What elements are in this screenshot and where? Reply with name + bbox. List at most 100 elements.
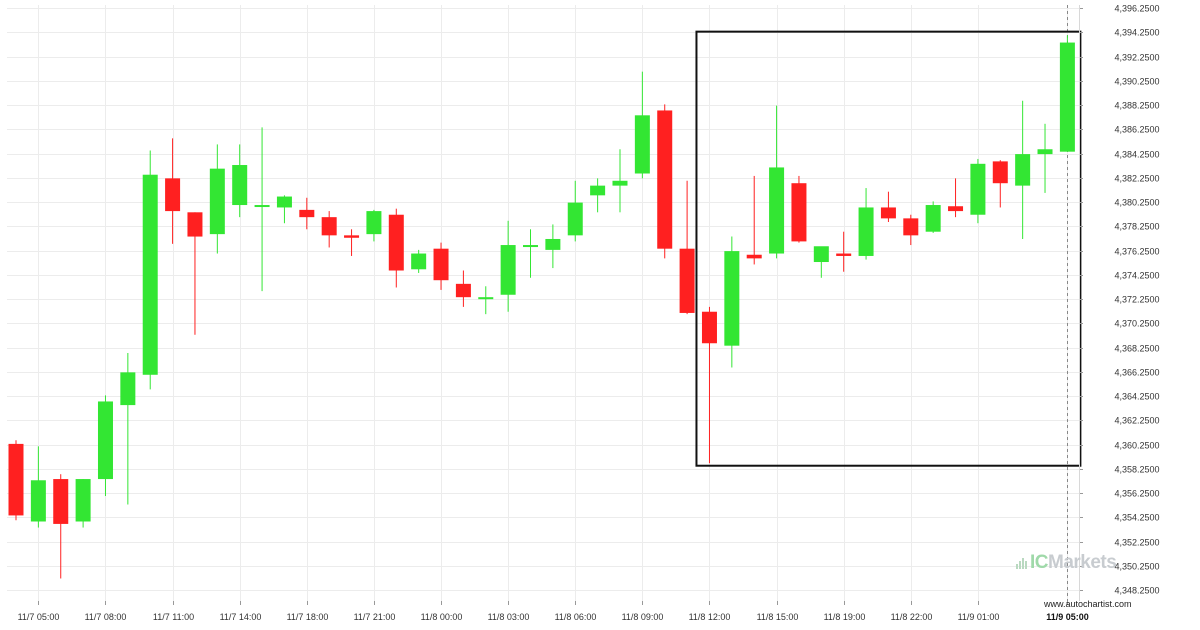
candle-body: [455, 283, 471, 298]
candle: [523, 229, 539, 278]
x-axis: 11/7 05:00 11/7 08:00 11/7 11:00 11/7 14:00…: [18, 601, 1089, 622]
candle: [254, 127, 270, 292]
y-tick-label: 4,380.2500: [1114, 198, 1159, 208]
candle: [120, 352, 136, 505]
candle-body: [75, 479, 91, 522]
candle: [567, 180, 583, 242]
x-tick-label: 11/7 11:00: [153, 612, 194, 622]
candle-body: [813, 246, 829, 263]
candle: [142, 150, 158, 390]
x-tick-label: 11/7 21:00: [354, 612, 396, 622]
candle-body: [366, 211, 382, 235]
y-tick-label: 4,378.2500: [1114, 222, 1159, 232]
y-tick-label: 4,362.2500: [1114, 416, 1159, 426]
candle: [53, 474, 69, 579]
candle: [746, 175, 762, 265]
candle: [1059, 35, 1075, 152]
candle-body: [1059, 42, 1075, 152]
candle: [545, 224, 561, 269]
candle-body: [746, 254, 762, 259]
x-tick-label: 11/8 12:00: [689, 612, 731, 622]
candle-body: [1015, 154, 1031, 186]
y-tick-label: 4,392.2500: [1114, 53, 1159, 63]
candle-body: [992, 161, 1008, 184]
candle: [344, 229, 360, 256]
y-tick-label: 4,386.2500: [1114, 125, 1159, 135]
candle: [970, 158, 986, 224]
y-tick-label: 4,368.2500: [1114, 344, 1159, 354]
x-tick-label: 11/7 05:00: [18, 612, 60, 622]
plot-background: [7, 5, 1079, 601]
candle: [657, 104, 673, 259]
candle: [388, 208, 404, 288]
x-tick-label: 11/9 01:00: [958, 612, 1000, 622]
candle-body: [165, 178, 181, 212]
candle: [701, 306, 717, 464]
y-tick-label: 4,356.2500: [1114, 489, 1159, 499]
candle-body: [590, 185, 606, 196]
y-tick-label: 4,360.2500: [1114, 441, 1159, 451]
candle-body: [500, 245, 516, 295]
candle: [903, 214, 919, 246]
candle: [612, 149, 628, 213]
candle: [590, 178, 606, 213]
candle-body: [701, 311, 717, 344]
candle: [30, 446, 46, 528]
broker-logo-icon: [1016, 557, 1027, 569]
y-tick-label: 4,358.2500: [1114, 465, 1159, 475]
candle-body: [433, 248, 449, 281]
candle: [366, 209, 382, 242]
broker-logo-markets: Markets: [1048, 552, 1117, 573]
y-tick-label: 4,352.2500: [1114, 538, 1159, 548]
candle: [478, 286, 494, 315]
candle-body: [948, 206, 964, 212]
y-axis: 4,348.2500 4,350.2500 4,352.2500 4,354.2500…: [1079, 4, 1160, 596]
candle: [836, 231, 852, 272]
x-tick-label: 11/8 19:00: [824, 612, 866, 622]
candle: [97, 395, 113, 497]
y-tick-label: 4,394.2500: [1114, 28, 1159, 38]
candle-body: [523, 245, 539, 248]
candle: [1015, 100, 1031, 239]
candle: [187, 212, 203, 335]
y-tick-label: 4,354.2500: [1114, 513, 1159, 523]
y-tick-label: 4,396.2500: [1114, 4, 1159, 14]
y-tick-label: 4,382.2500: [1114, 174, 1159, 184]
candle-body: [411, 253, 427, 270]
x-tick-label: 11/9 05:00: [1046, 612, 1089, 622]
y-tick-label: 4,374.2500: [1114, 271, 1159, 281]
website-credit: www.autochartist.com: [1044, 599, 1132, 609]
candle: [925, 201, 941, 233]
candle: [679, 180, 695, 315]
candle-body: [970, 163, 986, 215]
x-tick-label: 11/8 00:00: [421, 612, 463, 622]
candle: [433, 242, 449, 290]
candle-body: [903, 218, 919, 236]
candle-body: [679, 248, 695, 313]
candle-body: [8, 443, 24, 516]
candle-body: [120, 372, 136, 406]
candle-body: [567, 202, 583, 236]
candle: [1037, 123, 1053, 193]
pattern-highlight-box: [695, 30, 1082, 467]
candle-body: [53, 479, 69, 524]
candle-body: [478, 297, 494, 300]
candles: [8, 35, 1075, 579]
y-tick-label: 4,384.2500: [1114, 150, 1159, 160]
x-tick-label: 11/7 14:00: [220, 612, 262, 622]
highlight-box-layer: [695, 30, 1082, 467]
candle-body: [254, 205, 270, 208]
y-tick-label: 4,348.2500: [1114, 586, 1159, 596]
candle-body: [545, 238, 561, 250]
candle-body: [880, 207, 896, 219]
x-tick-label: 11/8 03:00: [488, 612, 530, 622]
candle-body: [321, 217, 337, 236]
candle: [634, 71, 650, 179]
candle: [992, 160, 1008, 208]
x-tick-label: 11/8 06:00: [555, 612, 597, 622]
grid-lines: [7, 5, 1079, 601]
x-tick-label: 11/8 22:00: [891, 612, 933, 622]
candle: [791, 175, 807, 243]
candle: [769, 105, 785, 259]
candle-body: [836, 253, 852, 256]
